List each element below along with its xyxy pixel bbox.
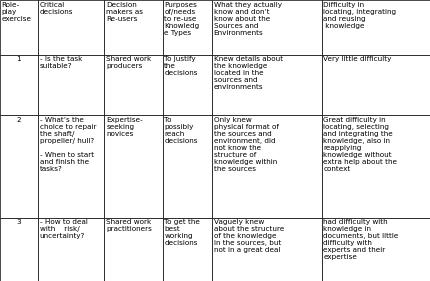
Text: had difficulty with
knowledge in
documents, but little
difficulty with
experts a: had difficulty with knowledge in documen… bbox=[323, 219, 399, 260]
Bar bbox=[0, 55, 38, 115]
Text: Expertise-
seeking
novices: Expertise- seeking novices bbox=[106, 117, 143, 137]
Text: Knew details about
the knowledge
located in the
sources and
environments: Knew details about the knowledge located… bbox=[214, 56, 283, 90]
Text: Only knew
physical format of
the sources and
environment, did
not know the
struc: Only knew physical format of the sources… bbox=[214, 117, 279, 172]
Bar bbox=[104, 0, 163, 55]
Text: What they actually
know and don’t
know about the
Sources and
Environments: What they actually know and don’t know a… bbox=[214, 2, 282, 36]
Text: - Is the task
suitable?: - Is the task suitable? bbox=[40, 56, 82, 69]
Text: Very little difficulty: Very little difficulty bbox=[323, 56, 392, 62]
Text: Shared work
practitioners: Shared work practitioners bbox=[106, 219, 152, 232]
Bar bbox=[38, 0, 104, 55]
Bar bbox=[322, 55, 430, 115]
Text: Role-
play
exercise: Role- play exercise bbox=[2, 2, 32, 22]
Text: Great difficulty in
locating, selecting
and integrating the
knowledge, also in
r: Great difficulty in locating, selecting … bbox=[323, 117, 397, 172]
Bar bbox=[163, 55, 212, 115]
Bar bbox=[322, 0, 430, 55]
Bar bbox=[104, 218, 163, 281]
Text: To get the
best
working
decisions: To get the best working decisions bbox=[164, 219, 200, 246]
Text: To
possibly
reach
decisions: To possibly reach decisions bbox=[164, 117, 198, 144]
Bar bbox=[163, 218, 212, 281]
Bar bbox=[0, 218, 38, 281]
Bar bbox=[163, 115, 212, 218]
Bar bbox=[38, 55, 104, 115]
Bar bbox=[212, 0, 322, 55]
Text: - How to deal
with    risk/
uncertainty?: - How to deal with risk/ uncertainty? bbox=[40, 219, 87, 239]
Bar bbox=[38, 115, 104, 218]
Bar bbox=[322, 115, 430, 218]
Text: 3: 3 bbox=[17, 219, 21, 225]
Text: Vaguely knew
about the structure
of the knowledge
in the sources, but
not in a g: Vaguely knew about the structure of the … bbox=[214, 219, 284, 253]
Text: Critical
decisions: Critical decisions bbox=[40, 2, 73, 15]
Bar bbox=[38, 218, 104, 281]
Text: To justify
the
decisions: To justify the decisions bbox=[164, 56, 198, 76]
Bar bbox=[212, 115, 322, 218]
Text: 2: 2 bbox=[17, 117, 21, 123]
Bar bbox=[163, 0, 212, 55]
Text: Purposes
of/needs
to re-use
Knowledg
e Types: Purposes of/needs to re-use Knowledg e T… bbox=[164, 2, 200, 36]
Bar bbox=[322, 218, 430, 281]
Text: Difficulty in
locating, integrating
and reusing
 knowledge: Difficulty in locating, integrating and … bbox=[323, 2, 396, 29]
Bar bbox=[104, 55, 163, 115]
Text: 1: 1 bbox=[17, 56, 21, 62]
Text: - What’s the
choice to repair
the shaft/
propeller/ hull?

- When to start
and f: - What’s the choice to repair the shaft/… bbox=[40, 117, 96, 172]
Text: Shared work
producers: Shared work producers bbox=[106, 56, 151, 69]
Bar bbox=[0, 0, 38, 55]
Bar bbox=[0, 115, 38, 218]
Bar bbox=[212, 55, 322, 115]
Text: Decision
makers as
Re-users: Decision makers as Re-users bbox=[106, 2, 143, 22]
Bar bbox=[212, 218, 322, 281]
Bar bbox=[104, 115, 163, 218]
